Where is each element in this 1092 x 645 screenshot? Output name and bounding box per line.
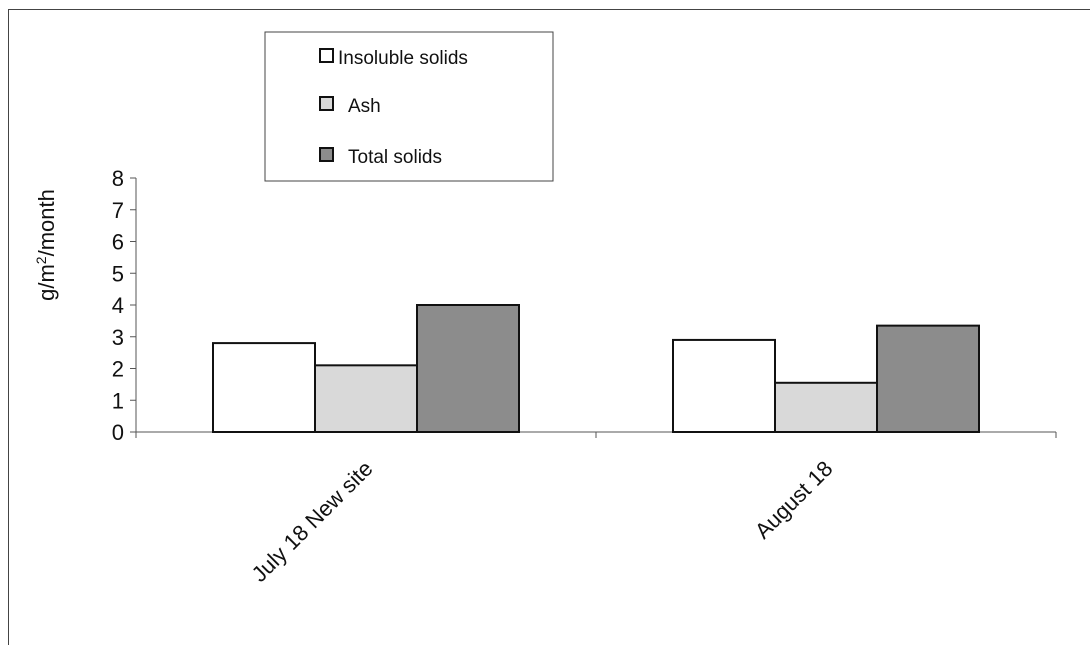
y-axis-title: g/m2/month (33, 189, 59, 301)
bar-total-solids-1 (876, 324, 980, 434)
bar-total-solids-0 (416, 304, 520, 433)
y-axis-title-base: g/m (34, 264, 59, 301)
bar-insoluble-solids-1 (672, 338, 776, 433)
y-tick-label: 7 (112, 198, 124, 223)
y-tick-label: 5 (112, 261, 124, 286)
y-tick-label: 2 (112, 357, 124, 382)
y-tick-label: 0 (112, 420, 124, 445)
legend-box (264, 31, 554, 182)
y-axis-title-superscript: 2 (33, 256, 49, 264)
bar-ash-1 (774, 381, 878, 434)
category-labels: July 18 New site August 18 (247, 456, 838, 587)
y-tick-label: 4 (112, 293, 124, 318)
category-label: August 18 (750, 456, 838, 544)
legend-label: Total solids (348, 147, 442, 168)
chart-frame (8, 9, 1090, 645)
legend: Insoluble solids Ash Total solids (264, 31, 554, 182)
y-tick-label: 6 (112, 230, 124, 255)
y-axis: 0 1 2 3 4 5 6 7 8 (112, 166, 137, 445)
legend-label: Insoluble solids (338, 48, 468, 69)
legend-label: Ash (348, 96, 381, 117)
category-label: July 18 New site (247, 456, 378, 587)
legend-swatch-ash (319, 96, 334, 111)
bars (212, 304, 980, 434)
legend-swatch-insoluble-solids (319, 48, 334, 63)
y-tick-label: 1 (112, 388, 124, 413)
legend-swatch-total-solids (319, 147, 334, 162)
bar-ash-0 (314, 364, 418, 434)
y-axis-title-tail: /month (34, 189, 59, 256)
bar-insoluble-solids-0 (212, 342, 316, 434)
y-tick-label: 8 (112, 166, 124, 191)
y-tick-label: 3 (112, 325, 124, 350)
